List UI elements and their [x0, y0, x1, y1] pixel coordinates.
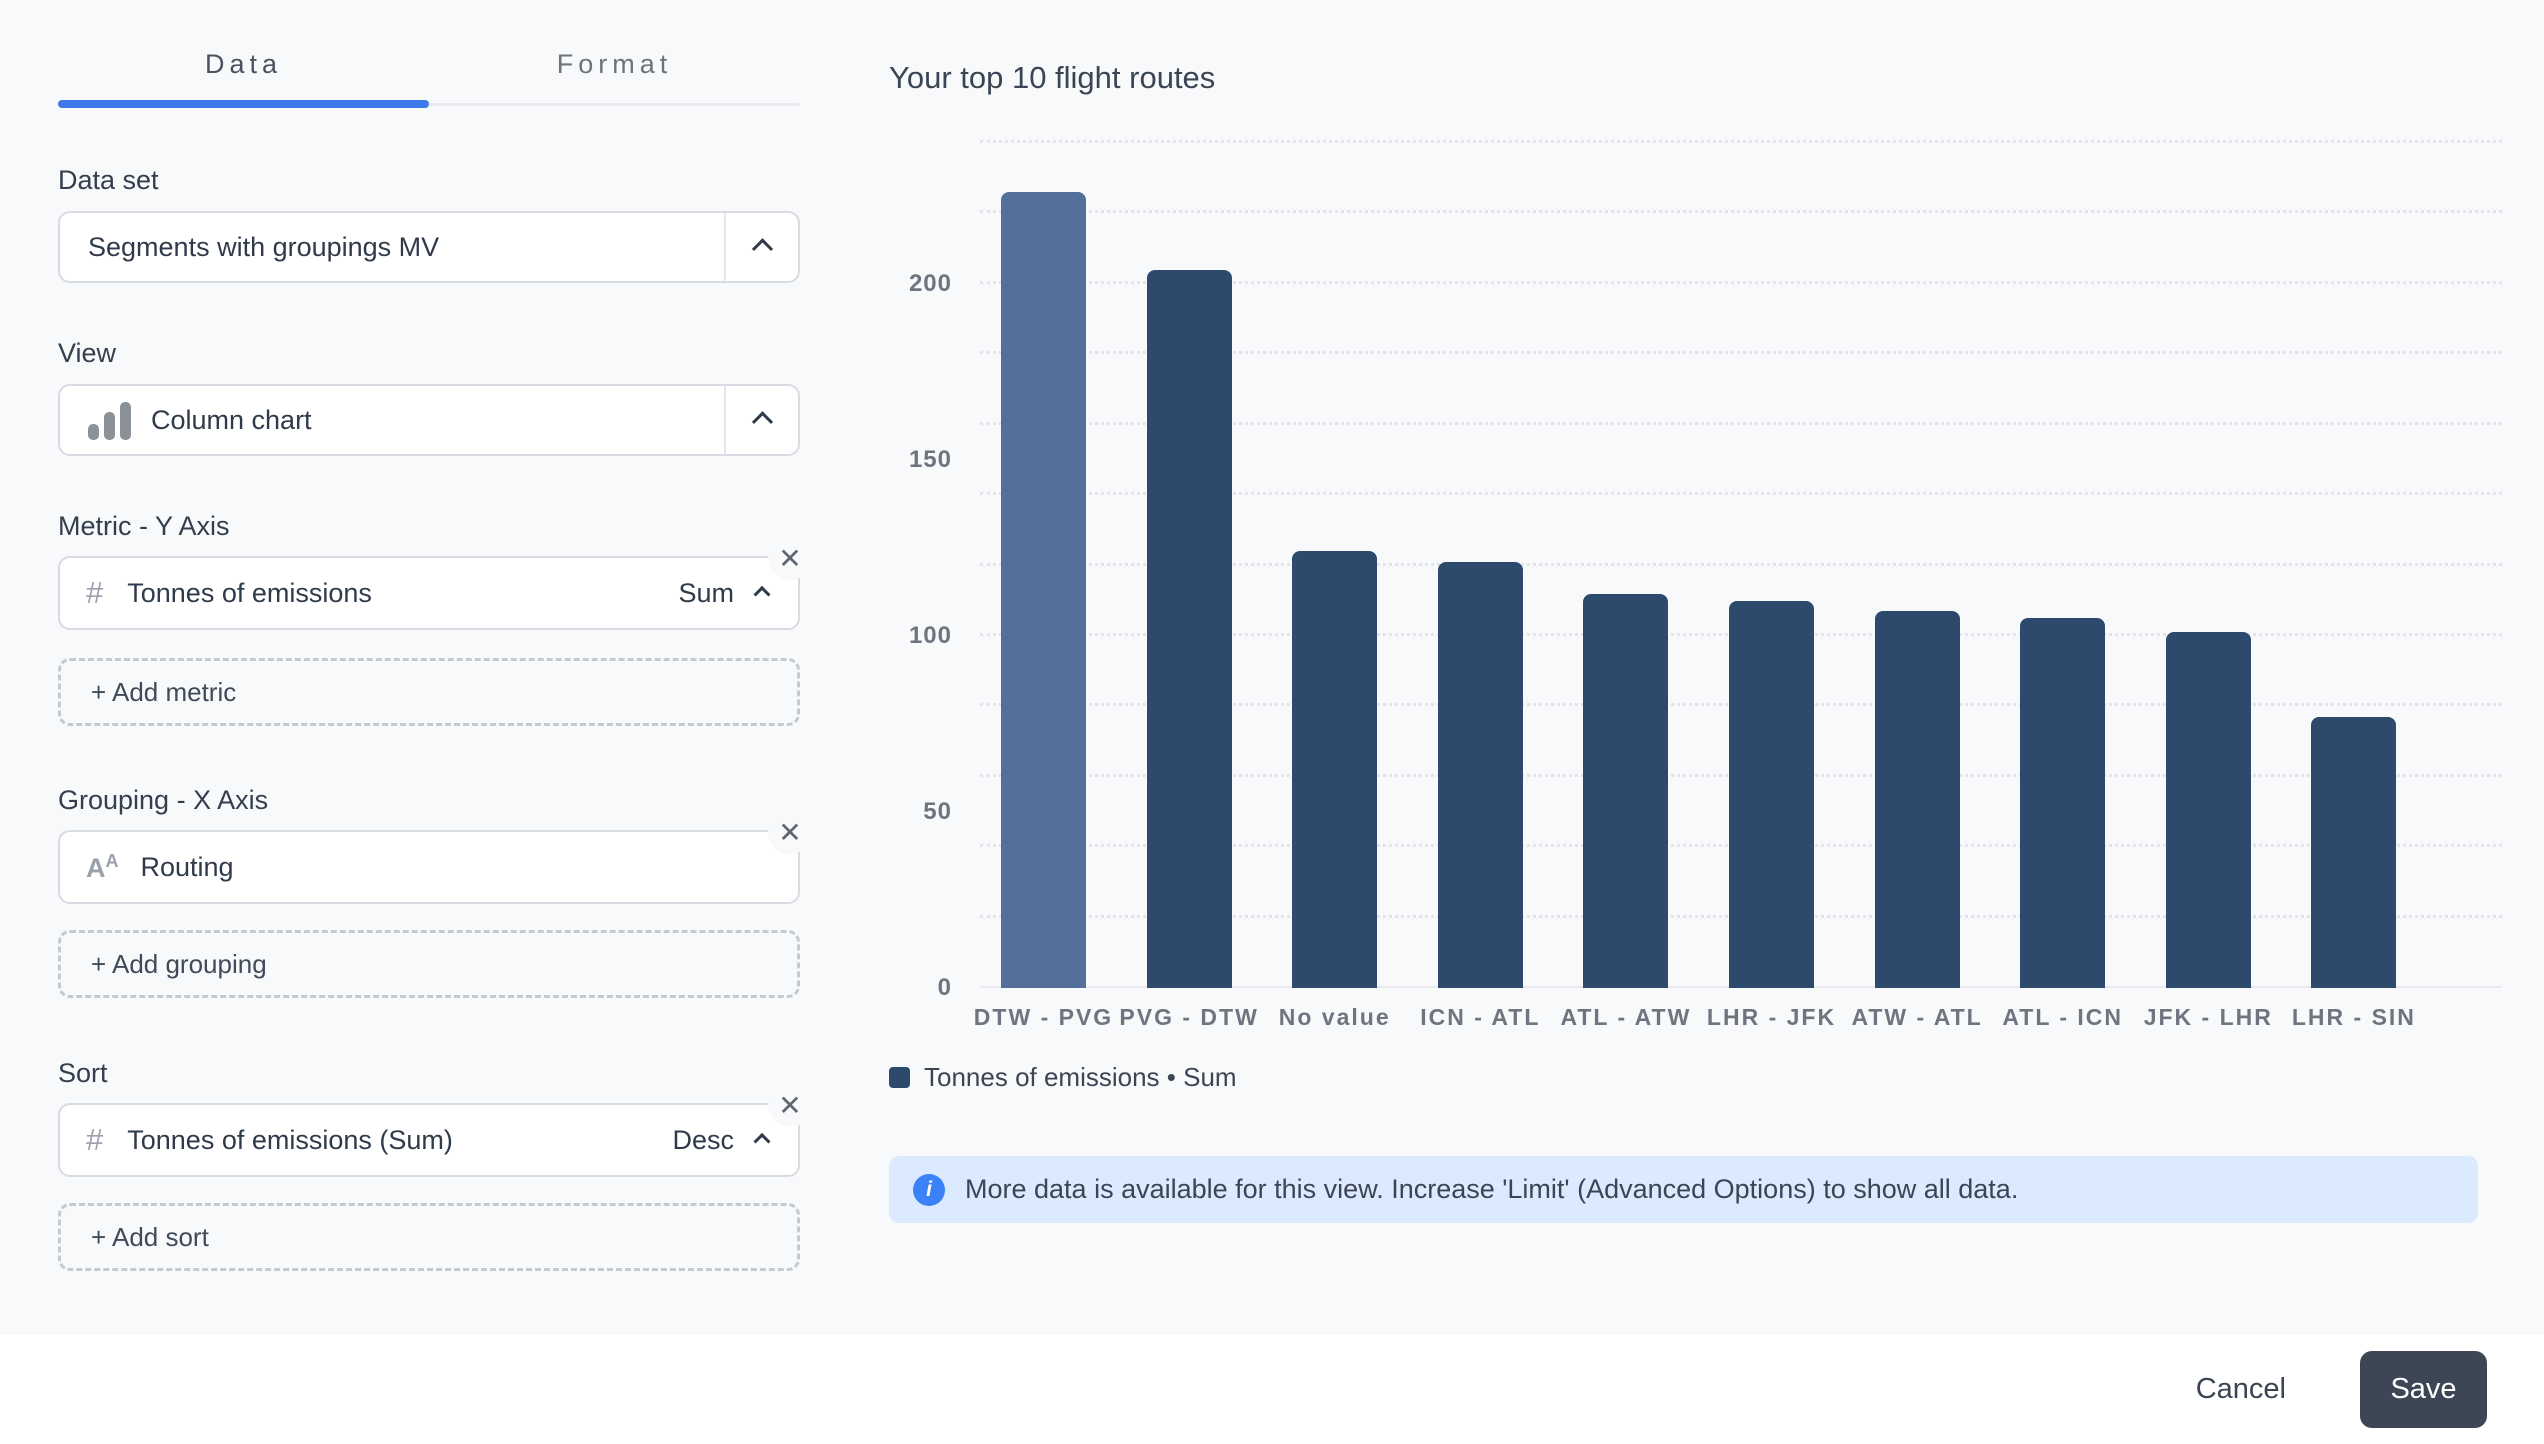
sort-field[interactable]: ✕ # Tonnes of emissions (Sum) Desc — [58, 1083, 812, 1177]
view-select[interactable]: Column chart — [58, 384, 800, 456]
dataset-value: Segments with groupings MV — [88, 231, 440, 262]
sort-label: Sort — [58, 1058, 108, 1088]
dataset-label: Data set — [58, 165, 159, 195]
bar-JFK - LHR — [2165, 632, 2251, 988]
x-axis-label: ATL - ATW — [1560, 1004, 1692, 1030]
x-axis-label: No value — [1278, 1004, 1391, 1030]
y-tick-label: 50 — [923, 797, 952, 825]
legend-label: Tonnes of emissions • Sum — [924, 1062, 1237, 1092]
y-tick-label: 200 — [908, 269, 952, 297]
x-axis-label: LHR - SIN — [2291, 1004, 2416, 1030]
dataset-select-toggle[interactable] — [724, 213, 798, 281]
x-axis-label: ICN - ATL — [1420, 1004, 1541, 1030]
gridline — [980, 140, 2502, 143]
chart-title: Your top 10 flight routes — [889, 60, 1216, 95]
legend-swatch — [889, 1067, 910, 1088]
save-button[interactable]: Save — [2360, 1351, 2487, 1428]
close-icon: ✕ — [778, 816, 802, 848]
grouping-field-value: Routing — [140, 851, 234, 882]
number-type-icon: # — [86, 575, 104, 610]
config-panel: Data Format Data set Segments with group… — [58, 0, 812, 1335]
info-banner: i More data is available for this view. … — [889, 1156, 2478, 1223]
x-axis-label: PVG - DTW — [1119, 1004, 1259, 1030]
y-tick-label: 100 — [908, 621, 952, 649]
gridline — [980, 280, 2502, 284]
y-tick-label: 0 — [937, 974, 952, 1001]
view-value: Column chart — [151, 404, 312, 435]
bar-No value — [1292, 551, 1378, 988]
add-grouping-label: + Add grouping — [91, 948, 267, 979]
tab-format-label: Format — [556, 48, 673, 79]
add-grouping-button[interactable]: + Add grouping — [58, 930, 800, 998]
column-chart-icon — [88, 400, 131, 440]
metric-field[interactable]: ✕ # Tonnes of emissions Sum — [58, 536, 812, 630]
y-tick-label: 150 — [908, 445, 952, 473]
gridline — [980, 351, 2502, 355]
metric-aggregation: Sum — [678, 577, 734, 608]
bar-DTW - PVG — [1001, 192, 1086, 988]
x-axis-label: JFK - LHR — [2143, 1004, 2273, 1030]
bar-ATW - ATL — [1874, 611, 1960, 988]
tab-format-underline — [429, 103, 800, 106]
chevron-up-icon[interactable] — [753, 1132, 771, 1150]
x-axis-label: ATL - ICN — [2002, 1004, 2124, 1030]
bar-PVG - DTW — [1146, 269, 1232, 988]
remove-grouping-button[interactable]: ✕ — [768, 810, 812, 854]
metric-label: Metric - Y Axis — [58, 511, 230, 541]
view-label: View — [58, 338, 117, 368]
bar-ICN - ATL — [1437, 561, 1523, 988]
cancel-button[interactable]: Cancel — [2178, 1363, 2304, 1416]
bar-ATL - ATW — [1583, 593, 1669, 988]
close-icon: ✕ — [778, 542, 802, 574]
chevron-up-icon[interactable] — [753, 585, 771, 603]
number-type-icon: # — [86, 1122, 104, 1157]
sort-field-value: Tonnes of emissions (Sum) — [127, 1124, 453, 1155]
add-sort-button[interactable]: + Add sort — [58, 1203, 800, 1271]
gridline — [980, 562, 2502, 566]
x-axis-label: LHR - JFK — [1706, 1004, 1837, 1030]
grouping-label: Grouping - X Axis — [58, 785, 269, 815]
x-axis-label: ATW - ATL — [1851, 1004, 1983, 1030]
bar-LHR - JFK — [1729, 600, 1814, 988]
bar-LHR - SIN — [2311, 716, 2397, 988]
y-axis-ticks: 0 50 100 150 200 — [889, 143, 952, 1001]
remove-sort-button[interactable]: ✕ — [768, 1083, 812, 1127]
panel-tabs: Data Format — [58, 20, 800, 108]
gridline — [980, 421, 2502, 425]
gridline — [980, 492, 2502, 496]
add-metric-label: + Add metric — [91, 676, 237, 707]
chevron-up-icon — [751, 410, 773, 433]
x-axis-label: DTW - PVG — [973, 1004, 1114, 1030]
tab-data[interactable]: Data — [58, 20, 429, 108]
chart-legend: Tonnes of emissions • Sum — [889, 1062, 1237, 1093]
plot-area: DTW - PVG PVG - DTW No value ICN - ATL ATL -… — [974, 140, 2502, 1030]
metric-field-value: Tonnes of emissions — [127, 577, 372, 608]
grouping-field[interactable]: ✕ AA Routing — [58, 810, 812, 904]
footer-bar: Cancel Save — [0, 1335, 2544, 1444]
add-sort-label: + Add sort — [91, 1221, 209, 1252]
column-chart: 0 50 100 150 200 DTW - PVG PVG - DTW No value I… — [889, 140, 2502, 1030]
remove-metric-button[interactable]: ✕ — [768, 536, 812, 580]
info-icon: i — [913, 1173, 945, 1206]
sort-order: Desc — [672, 1124, 734, 1155]
tab-format[interactable]: Format — [429, 20, 800, 108]
add-metric-button[interactable]: + Add metric — [58, 658, 800, 726]
tab-data-label: Data — [204, 48, 283, 79]
text-type-icon: AA — [86, 850, 119, 883]
tab-data-active-underline — [58, 100, 429, 108]
info-banner-text: More data is available for this view. In… — [965, 1174, 2019, 1204]
gridline — [980, 210, 2502, 214]
chevron-up-icon — [751, 237, 773, 260]
close-icon: ✕ — [778, 1089, 802, 1121]
dataset-select[interactable]: Segments with groupings MV — [58, 211, 800, 283]
view-select-toggle[interactable] — [724, 386, 798, 454]
bar-ATL - ICN — [2020, 618, 2106, 988]
